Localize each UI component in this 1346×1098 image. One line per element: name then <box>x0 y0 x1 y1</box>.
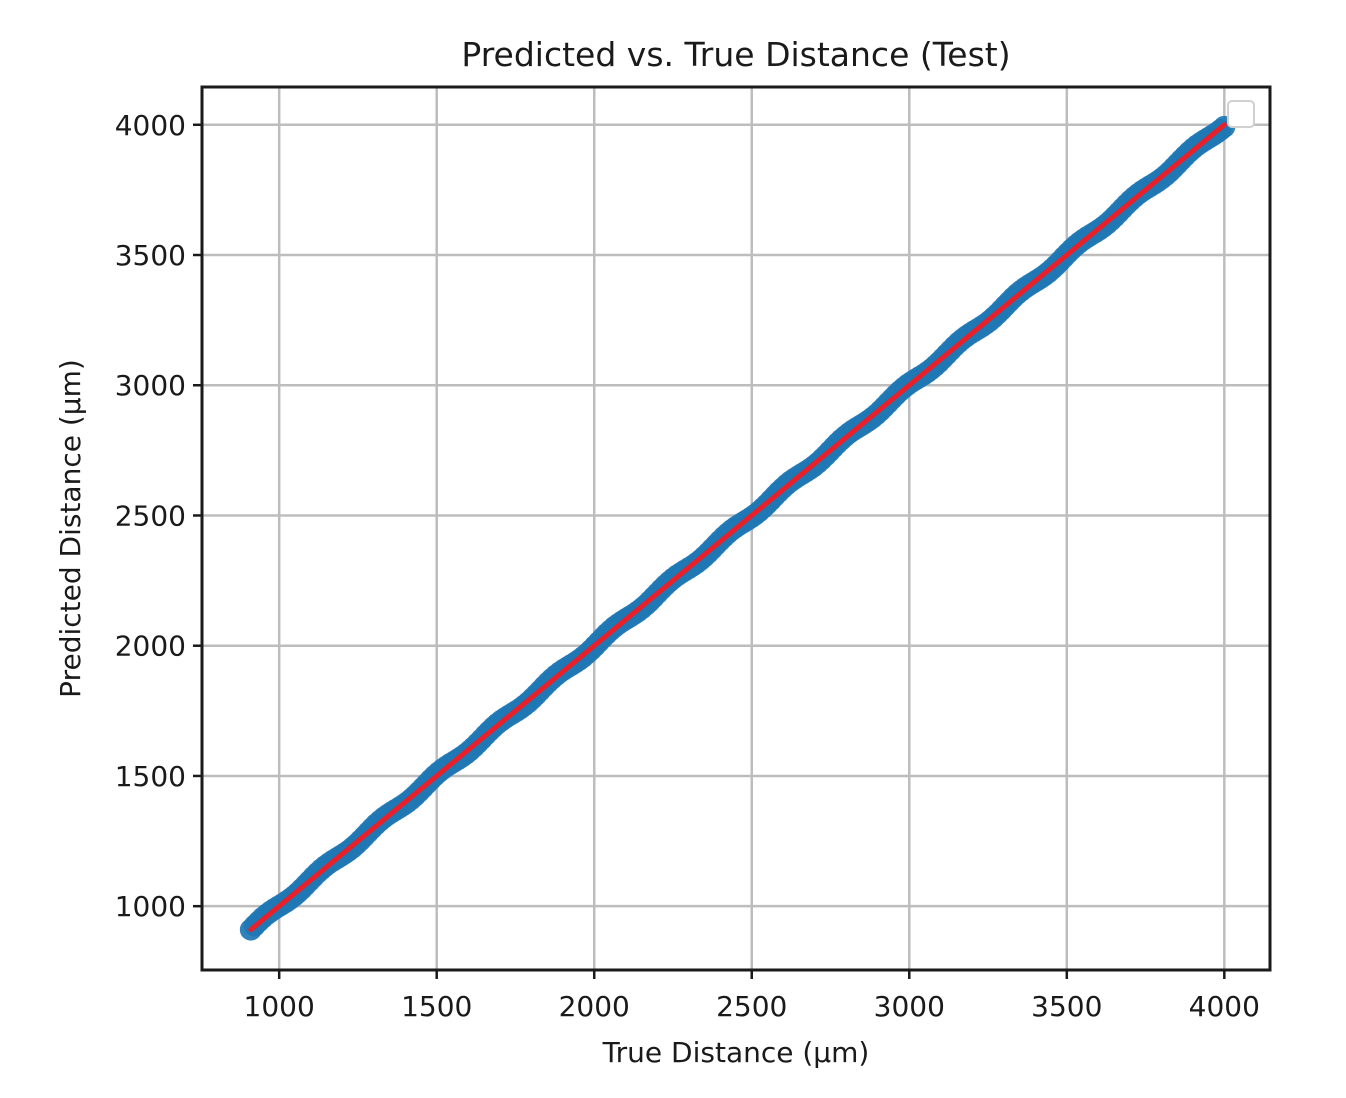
y-axis-label: Predicted Distance (µm) <box>54 359 87 698</box>
identity-line <box>248 122 1227 933</box>
y-tick-label: 2000 <box>115 630 186 663</box>
plot-frame <box>200 85 1272 972</box>
y-tick-label: 3000 <box>115 369 186 402</box>
legend-box <box>1227 100 1255 128</box>
x-tick-label: 2000 <box>559 990 630 1023</box>
axis-ticks: 1000 1500 2000 2500 3000 3500 4000 1000 1500 2000… <box>115 109 1260 1023</box>
x-axis-label: True Distance (µm) <box>602 1036 870 1069</box>
x-tick-label: 2500 <box>716 990 787 1023</box>
x-tick-label: 1500 <box>401 990 472 1023</box>
x-tick-label: 4000 <box>1189 990 1260 1023</box>
y-tick-label: 3500 <box>115 239 186 272</box>
y-tick-label: 1500 <box>115 760 186 793</box>
y-tick-label: 1000 <box>115 890 186 923</box>
x-tick-label: 1000 <box>244 990 315 1023</box>
identity-line-series <box>248 122 1227 933</box>
chart-title: Predicted vs. True Distance (Test) <box>461 35 1010 74</box>
y-tick-label: 4000 <box>115 109 186 142</box>
grid <box>202 87 1270 970</box>
x-tick-label: 3500 <box>1031 990 1102 1023</box>
y-tick-label: 2500 <box>115 499 186 532</box>
x-tick-label: 3000 <box>874 990 945 1023</box>
